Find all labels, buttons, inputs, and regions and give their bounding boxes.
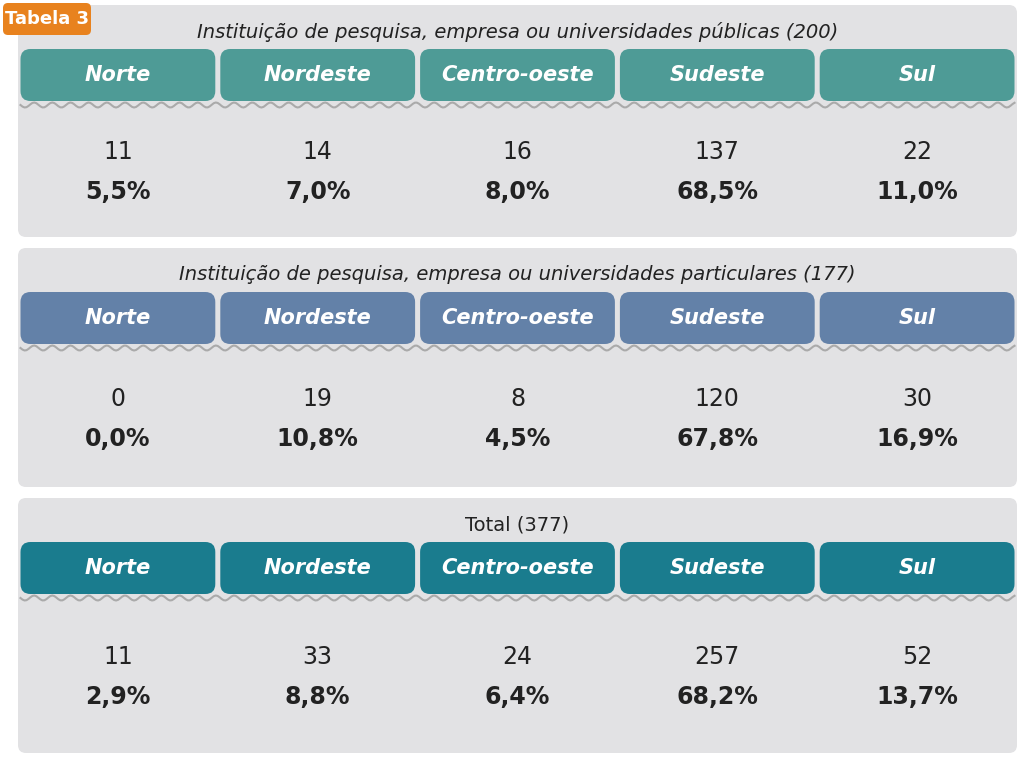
Text: 16,9%: 16,9% [877,427,958,450]
Text: Instituição de pesquisa, empresa ou universidades particulares (177): Instituição de pesquisa, empresa ou univ… [179,266,856,285]
Text: Nordeste: Nordeste [264,65,372,85]
Text: Centro-oeste: Centro-oeste [441,65,594,85]
Text: 33: 33 [302,645,332,668]
Text: 8: 8 [510,387,525,410]
Text: 257: 257 [694,645,740,668]
Text: 5,5%: 5,5% [85,180,151,204]
Text: 22: 22 [903,140,933,164]
FancyBboxPatch shape [420,49,615,101]
Text: 8,8%: 8,8% [285,684,351,709]
Text: 16: 16 [503,140,532,164]
Text: 24: 24 [503,645,532,668]
Text: 4,5%: 4,5% [484,427,551,450]
Text: 120: 120 [694,387,740,410]
Text: 8,0%: 8,0% [484,180,551,204]
Text: 13,7%: 13,7% [877,684,958,709]
Text: 7,0%: 7,0% [285,180,351,204]
Text: Sudeste: Sudeste [670,65,765,85]
FancyBboxPatch shape [3,3,91,35]
FancyBboxPatch shape [18,5,1017,237]
Text: 68,2%: 68,2% [676,684,759,709]
FancyBboxPatch shape [220,542,415,594]
FancyBboxPatch shape [420,292,615,344]
Text: Sudeste: Sudeste [670,308,765,328]
Text: Sul: Sul [898,558,936,578]
Text: 0,0%: 0,0% [85,427,151,450]
FancyBboxPatch shape [620,49,815,101]
Text: 137: 137 [694,140,740,164]
Text: Instituição de pesquisa, empresa ou universidades públicas (200): Instituição de pesquisa, empresa ou univ… [197,22,838,42]
Text: Sul: Sul [898,308,936,328]
FancyBboxPatch shape [21,542,215,594]
FancyBboxPatch shape [220,49,415,101]
Text: Norte: Norte [85,65,151,85]
Text: 0: 0 [111,387,125,410]
Text: Total (377): Total (377) [466,516,569,535]
FancyBboxPatch shape [620,542,815,594]
Text: 11: 11 [104,140,132,164]
FancyBboxPatch shape [21,49,215,101]
Text: 2,9%: 2,9% [85,684,150,709]
FancyBboxPatch shape [18,248,1017,487]
FancyBboxPatch shape [220,292,415,344]
Text: 67,8%: 67,8% [676,427,759,450]
FancyBboxPatch shape [820,292,1014,344]
Text: Centro-oeste: Centro-oeste [441,558,594,578]
Text: 14: 14 [303,140,332,164]
Text: 11: 11 [104,645,132,668]
Text: Norte: Norte [85,558,151,578]
FancyBboxPatch shape [820,542,1014,594]
FancyBboxPatch shape [21,292,215,344]
Text: Centro-oeste: Centro-oeste [441,308,594,328]
Text: Sul: Sul [898,65,936,85]
Text: Nordeste: Nordeste [264,558,372,578]
Text: 30: 30 [903,387,933,410]
Text: 19: 19 [303,387,332,410]
Text: 6,4%: 6,4% [484,684,551,709]
FancyBboxPatch shape [18,498,1017,753]
Text: Nordeste: Nordeste [264,308,372,328]
FancyBboxPatch shape [620,292,815,344]
Text: 52: 52 [901,645,933,668]
Text: Norte: Norte [85,308,151,328]
Text: 68,5%: 68,5% [676,180,759,204]
Text: Sudeste: Sudeste [670,558,765,578]
Text: 10,8%: 10,8% [276,427,359,450]
FancyBboxPatch shape [420,542,615,594]
Text: 11,0%: 11,0% [877,180,958,204]
Text: Tabela 3: Tabela 3 [5,10,89,28]
FancyBboxPatch shape [820,49,1014,101]
